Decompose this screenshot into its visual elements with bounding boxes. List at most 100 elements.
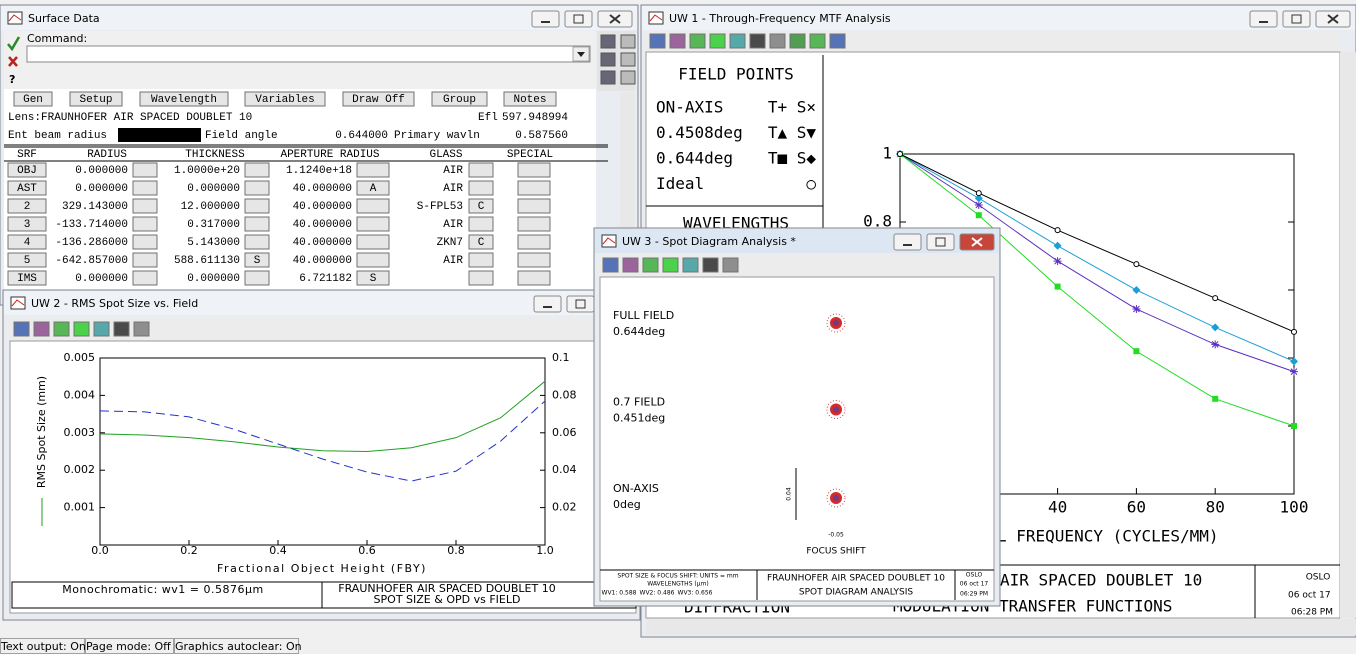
button[interactable]: [244, 234, 270, 250]
toolbar-icon[interactable]: [649, 33, 666, 49]
toolbar-icon[interactable]: [622, 257, 639, 273]
toolbar-icon[interactable]: [642, 257, 659, 273]
button[interactable]: [244, 216, 270, 232]
button[interactable]: [503, 91, 557, 107]
button[interactable]: [132, 270, 158, 286]
toolbar-icon[interactable]: [53, 321, 70, 337]
button[interactable]: [7, 216, 47, 232]
toolbar-icon[interactable]: [93, 321, 110, 337]
button[interactable]: [468, 234, 494, 250]
toolbar-icon[interactable]: [729, 33, 746, 49]
maximize-button[interactable]: [566, 295, 595, 313]
button[interactable]: [356, 198, 390, 214]
button[interactable]: [517, 180, 551, 196]
button[interactable]: [244, 270, 270, 286]
button[interactable]: [517, 198, 551, 214]
toolbar-icon[interactable]: [133, 321, 150, 337]
toolbar-icon[interactable]: [809, 33, 826, 49]
minimize-button[interactable]: [893, 233, 922, 251]
button[interactable]: [517, 252, 551, 268]
button[interactable]: [132, 162, 158, 178]
maximize-button[interactable]: [926, 233, 955, 251]
minimize-button[interactable]: [531, 10, 560, 28]
button[interactable]: [431, 91, 488, 107]
y2-tick-label: 0.06: [552, 426, 577, 439]
button[interactable]: [468, 216, 494, 232]
toolbar-icon[interactable]: [602, 257, 619, 273]
toolbar-icon[interactable]: [722, 257, 739, 273]
button[interactable]: [132, 252, 158, 268]
button[interactable]: [356, 216, 390, 232]
command-input[interactable]: [26, 45, 591, 63]
button[interactable]: [13, 91, 53, 107]
toolbar-icon[interactable]: [600, 52, 616, 67]
button[interactable]: [244, 252, 270, 268]
button[interactable]: [132, 198, 158, 214]
button[interactable]: [132, 216, 158, 232]
toolbar-icon[interactable]: [620, 34, 636, 49]
cancel-icon[interactable]: [8, 56, 18, 67]
accept-icon[interactable]: [7, 36, 21, 52]
button[interactable]: [517, 162, 551, 178]
button[interactable]: [356, 252, 390, 268]
toolbar-icon[interactable]: [789, 33, 806, 49]
data-point: [1053, 257, 1062, 266]
button[interactable]: [468, 162, 494, 178]
button[interactable]: [244, 180, 270, 196]
toolbar-icon[interactable]: [702, 257, 719, 273]
toolbar-icon[interactable]: [600, 34, 616, 49]
button[interactable]: [342, 91, 415, 107]
button[interactable]: [468, 198, 494, 214]
toolbar-icon[interactable]: [689, 33, 706, 49]
button[interactable]: [244, 91, 326, 107]
button[interactable]: [139, 91, 229, 107]
toolbar-icon[interactable]: [749, 33, 766, 49]
button[interactable]: [7, 270, 47, 286]
toolbar-icon[interactable]: [709, 33, 726, 49]
button[interactable]: [356, 270, 390, 286]
button[interactable]: [132, 180, 158, 196]
data-point: [1132, 286, 1141, 294]
maximize-button[interactable]: [564, 10, 593, 28]
toolbar-icon[interactable]: [113, 321, 130, 337]
button[interactable]: [7, 252, 47, 268]
button[interactable]: [244, 162, 270, 178]
toolbar-icon[interactable]: [620, 70, 636, 85]
button[interactable]: [7, 234, 47, 250]
button[interactable]: [468, 180, 494, 196]
toolbar-icon[interactable]: [662, 257, 679, 273]
button[interactable]: [7, 180, 47, 196]
toolbar-icon[interactable]: [682, 257, 699, 273]
button[interactable]: [468, 252, 494, 268]
button[interactable]: [517, 270, 551, 286]
button[interactable]: [517, 216, 551, 232]
button[interactable]: [468, 270, 494, 286]
toolbar-button-label: Notes: [513, 94, 546, 106]
toolbar-icon[interactable]: [73, 321, 90, 337]
toolbar-icon[interactable]: [13, 321, 30, 337]
toolbar-icon[interactable]: [669, 33, 686, 49]
toolbar-icon[interactable]: [769, 33, 786, 49]
button[interactable]: [7, 198, 47, 214]
button[interactable]: [356, 162, 390, 178]
selected-cell[interactable]: [118, 128, 201, 142]
toolbar-icon[interactable]: [829, 33, 846, 49]
minimize-button[interactable]: [533, 295, 562, 313]
button[interactable]: [69, 91, 123, 107]
data-point: [1290, 367, 1298, 376]
button[interactable]: [517, 234, 551, 250]
y-tick-label: 0.004: [64, 388, 96, 401]
toolbar-button-label: Group: [443, 94, 476, 106]
toolbar-icon[interactable]: [600, 70, 616, 85]
button[interactable]: [132, 234, 158, 250]
button[interactable]: [356, 234, 390, 250]
minimize-button[interactable]: [1249, 10, 1278, 28]
maximize-button[interactable]: [1282, 10, 1311, 28]
data-point: [1291, 423, 1297, 429]
toolbar-icon[interactable]: [620, 52, 636, 67]
button[interactable]: [244, 198, 270, 214]
button[interactable]: [356, 180, 390, 196]
button[interactable]: [7, 162, 47, 178]
toolbar-icon[interactable]: [33, 321, 50, 337]
aperture-radius: 1.1240e+18: [286, 165, 352, 177]
